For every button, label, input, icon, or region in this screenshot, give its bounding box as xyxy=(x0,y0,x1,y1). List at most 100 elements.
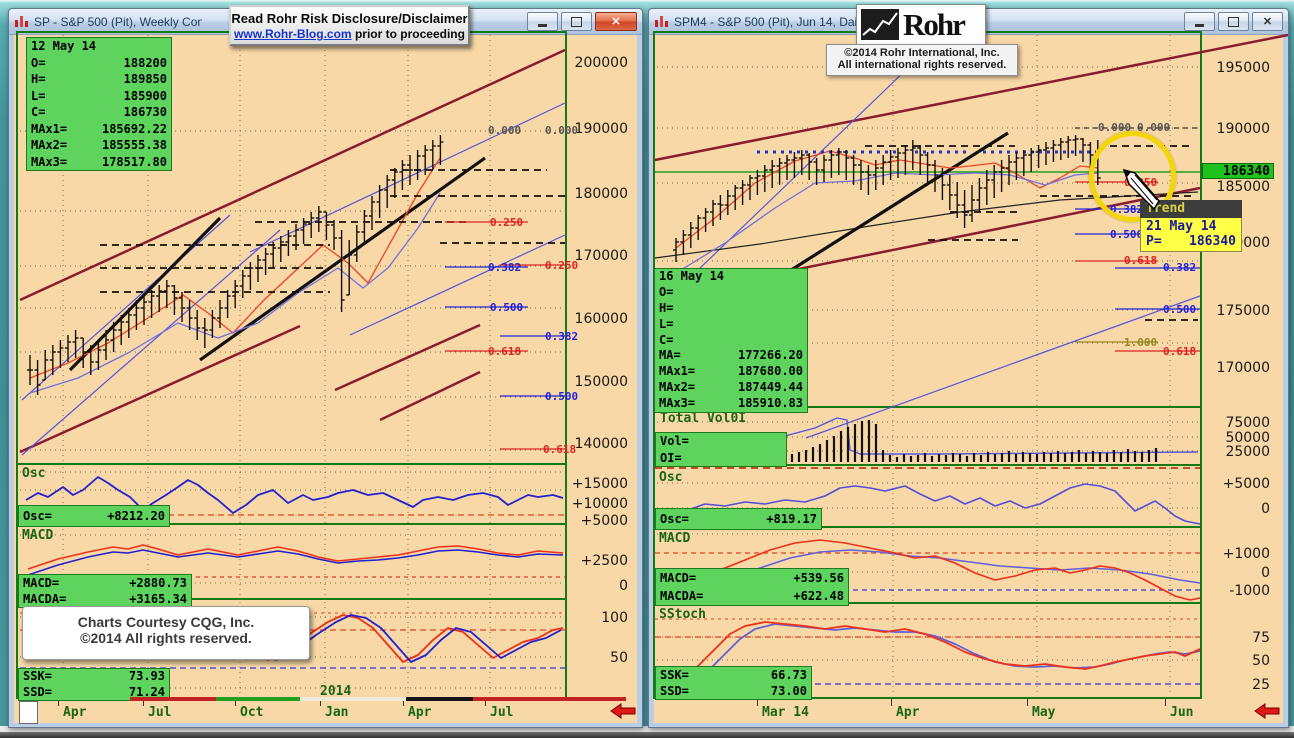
trend-price-value: 186340 xyxy=(1189,234,1236,249)
right-ohlc-info-box-row: H= xyxy=(655,301,807,317)
left-indicator-readout-1-row: MACD= +2880.73 xyxy=(19,575,191,591)
left-ohlc-info-box-label: MAx1= xyxy=(31,121,68,136)
right-ohlc-info-box-label: L= xyxy=(659,316,674,331)
last-price-tag: 186340 xyxy=(1202,163,1274,179)
rohr-logo: Rohr xyxy=(856,4,986,45)
scroll-left-arrow-icon[interactable] xyxy=(610,703,636,719)
left-ohlc-info-box-row: MAx2= 185555.38 xyxy=(27,137,171,154)
left-ohlc-info-box-label: MAx2= xyxy=(31,138,68,152)
left-ohlc-info-box-row: MAx1= 185692.22 xyxy=(27,121,171,138)
chart-app-icon xyxy=(15,16,28,27)
right-indicator-readout-3-label: SSD= xyxy=(660,684,689,698)
right-ohlc-info-box-value: 177266.20 xyxy=(737,348,803,363)
left-indicator-readout-0: Osc= +8212.20 xyxy=(18,505,170,527)
right-ohlc-info-box-label: O= xyxy=(659,284,674,299)
right-ohlc-info-box-row: MA= 177266.20 xyxy=(655,348,807,364)
left-ohlc-info-box-value: 185692.22 xyxy=(101,121,167,136)
right-indicator-readout-1-row: Osc= +819.17 xyxy=(656,509,821,529)
right-indicator-readout-2-label: MACD= xyxy=(660,571,697,585)
right-ohlc-info-box-row: MAx1= 187680.00 xyxy=(655,364,807,380)
left-ohlc-info-box-row: 12 May 14 xyxy=(27,38,171,55)
left-ohlc-info-box-row: L= 185900 xyxy=(27,88,171,105)
cqg-credit-tooltip: Charts Courtesy CQG, Inc. ©2014 All righ… xyxy=(22,606,310,660)
left-indicator-readout-1-value: +2880.73 xyxy=(129,576,187,590)
left-indicator-readout-1-value: +3165.34 xyxy=(129,592,187,606)
right-indicator-readout-3-label: SSK= xyxy=(660,668,689,682)
right-ohlc-info-box-label: MAx1= xyxy=(659,364,696,379)
right-indicator-readout-3-row: SSD= 73.00 xyxy=(656,683,811,699)
left-indicator-readout-2-value: 73.93 xyxy=(128,669,165,683)
right-indicator-readout-2: MACD= +539.56 MACDA= +622.48 xyxy=(655,568,849,606)
right-indicator-readout-3-value: 66.73 xyxy=(770,668,807,682)
left-date-label-tick xyxy=(403,699,404,706)
right-indicator-readout-2-label: MACDA= xyxy=(660,589,704,603)
right-ohlc-info-box-label: MA= xyxy=(659,348,681,363)
right-indicator-readout-2-value: +622.48 xyxy=(793,589,844,603)
screen-bottom-edge xyxy=(0,732,1294,738)
right-ohlc-info-box: 16 May 14 O= H= L= C= MA= 177266.20 MAx1= 187680… xyxy=(654,268,808,413)
right-ohlc-info-box-label: MAx2= xyxy=(659,380,696,395)
left-date-label-tick xyxy=(235,699,236,706)
right-ohlc-info-box-row: MAx2= 187449.44 xyxy=(655,380,807,396)
left-ohlc-info-box-row: C= 186730 xyxy=(27,104,171,121)
right-ohlc-info-box-row: O= xyxy=(655,285,807,301)
left-window-title: SP - S&P 500 (Pit), Weekly Continuatio xyxy=(34,14,202,29)
right-ohlc-info-box-label: 16 May 14 xyxy=(659,269,725,283)
right-ohlc-info-box-label: H= xyxy=(659,300,674,315)
chart-app-icon xyxy=(655,16,668,27)
right-indicator-readout-2-value: +539.56 xyxy=(793,571,844,585)
disclaimer-suffix: prior to proceeding xyxy=(351,27,465,41)
left-ohlc-info-box-label: O= xyxy=(31,55,46,70)
left-ohlc-info-box-label: MAx3= xyxy=(31,154,68,169)
right-indicator-readout-1-label: Osc= xyxy=(660,512,689,526)
right-date-label-tick xyxy=(757,699,758,706)
left-ohlc-info-box-row: O= 188200 xyxy=(27,55,171,72)
trend-strip-segment xyxy=(130,697,216,701)
right-date-label-tick xyxy=(1027,699,1028,706)
right-indicator-readout-1: Osc= +819.17 xyxy=(655,508,822,530)
rohr-logo-chart-icon xyxy=(861,9,899,40)
left-indicator-readout-1-row: MACDA= +3165.34 xyxy=(19,591,191,607)
rohr-blog-link[interactable]: www.Rohr-Blog.com xyxy=(234,27,352,41)
rohr-copyright-line1: ©2014 Rohr International, Inc. xyxy=(844,47,1000,59)
left-ohlc-info-box-label: 12 May 14 xyxy=(31,39,97,53)
left-ohlc-info-box-value: 178517.80 xyxy=(101,154,167,169)
right-date-label-tick xyxy=(1165,699,1166,706)
trend-tooltip-date: 21 May 14 xyxy=(1146,219,1217,234)
right-ohlc-info-box-value: 187680.00 xyxy=(737,364,803,379)
left-ohlc-info-box-row: H= 189850 xyxy=(27,71,171,88)
right-indicator-readout-0-label: Vol= xyxy=(660,434,689,448)
right-indicator-readout-0: Vol= OI= xyxy=(655,432,787,467)
left-ohlc-info-box-row: MAx3= 178517.80 xyxy=(27,154,171,171)
left-indicator-readout-1-label: MACDA= xyxy=(23,592,67,606)
left-ohlc-info-box-value: 186730 xyxy=(123,105,167,119)
left-date-label-tick xyxy=(143,699,144,706)
trend-strip-segment xyxy=(473,697,626,701)
left-indicator-readout-1: MACD= +2880.73 MACDA= +3165.34 xyxy=(18,574,192,608)
right-indicator-readout-2-row: MACDA= +622.48 xyxy=(656,587,848,605)
left-indicator-readout-2: SSK= 73.93 SSD= 71.24 xyxy=(18,668,170,701)
left-ohlc-info-box: 12 May 14 O= 188200 H= 189850 L= 185900 C= 18673… xyxy=(26,37,172,171)
risk-disclaimer-popup: Read Rohr Risk Disclosure/Disclaimer www… xyxy=(229,5,470,46)
scroll-left-arrow-icon[interactable] xyxy=(1254,703,1280,719)
trend-strip-segment xyxy=(300,697,406,701)
left-indicator-readout-2-value: 71.24 xyxy=(128,684,165,699)
close-button[interactable]: ✕ xyxy=(1252,12,1283,31)
right-date-label-tick xyxy=(891,699,892,706)
trend-price-label: P= xyxy=(1146,234,1162,249)
cqg-credit-line1: Charts Courtesy CQG, Inc. xyxy=(77,614,255,630)
rohr-copyright-tooltip: ©2014 Rohr International, Inc. All inter… xyxy=(826,44,1018,76)
left-date-label-tick xyxy=(320,699,321,706)
left-indicator-readout-0-row: Osc= +8212.20 xyxy=(19,506,169,526)
maximize-button[interactable] xyxy=(1218,12,1249,31)
left-indicator-readout-2-label: SSD= xyxy=(23,684,52,699)
highlight-circle-annotation xyxy=(1089,131,1176,222)
minimize-button[interactable] xyxy=(1184,12,1215,31)
trend-tooltip-title: Trend xyxy=(1140,200,1242,218)
close-button[interactable]: ✕ xyxy=(595,12,637,31)
maximize-button[interactable] xyxy=(561,12,592,31)
right-ohlc-info-box-row: C= xyxy=(655,333,807,349)
right-ohlc-info-box-row: 16 May 14 xyxy=(655,269,807,285)
minimize-button[interactable] xyxy=(527,12,558,31)
left-indicator-readout-2-row: SSK= 73.93 xyxy=(19,669,169,685)
